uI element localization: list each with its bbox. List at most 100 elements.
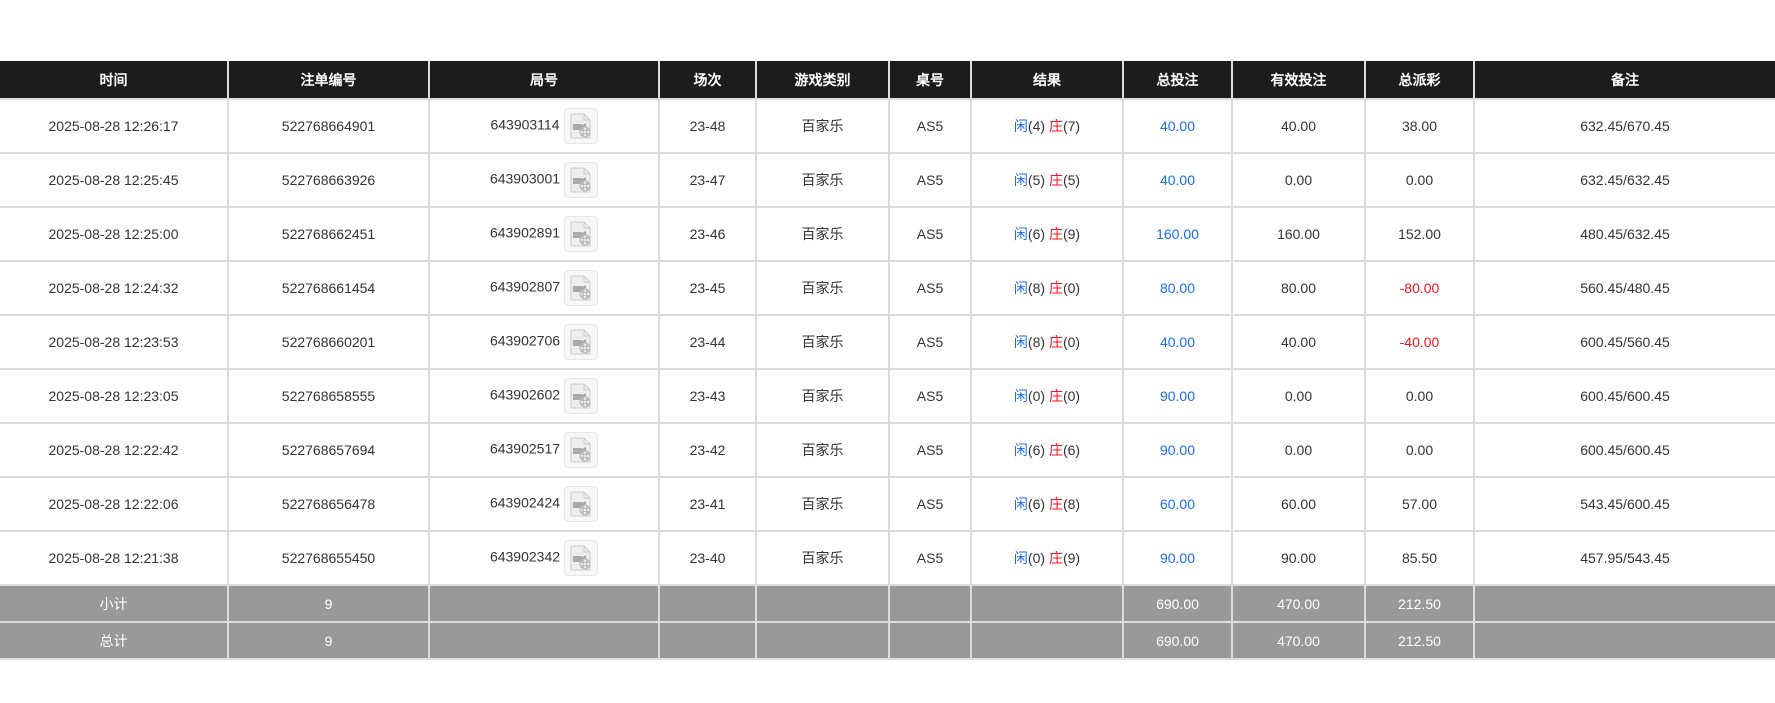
cell-round: 643902424 [428,476,660,532]
subtotal-valid-bet: 470.00 [1231,584,1366,623]
cell-session: 23-45 [658,260,757,316]
cell-total-bet[interactable]: 80.00 [1122,260,1233,316]
table-row: 2025-08-28 12:25:00 522768662451 643902891… [0,206,1775,262]
video-replay-icon[interactable] [564,378,599,414]
col-bet-id: 注单编号 [227,61,430,99]
col-round: 局号 [428,61,660,99]
cell-total-bet[interactable]: 90.00 [1122,368,1233,424]
cell-total-bet[interactable]: 90.00 [1122,530,1233,586]
cell-session: 23-42 [658,422,757,478]
cell-table: AS5 [888,530,972,586]
cell-note: 543.45/600.45 [1473,476,1775,532]
banker-score: (5) [1062,172,1081,188]
player-score: (8) [1027,280,1046,296]
cell-bet-id: 522768663926 [227,152,430,208]
cell-result: 闲(6) 庄(8) [970,476,1124,532]
cell-payout: 57.00 [1364,476,1475,532]
cell-total-bet[interactable]: 40.00 [1122,98,1233,154]
cell-result: 闲(0) 庄(0) [970,368,1124,424]
header-row: 时间 注单编号 局号 场次 游戏类别 桌号 结果 总投注 有效投注 总派彩 备注 [0,61,1775,99]
col-valid-bet: 有效投注 [1231,61,1366,99]
cell-session: 23-43 [658,368,757,424]
video-replay-icon[interactable] [564,270,599,306]
player-score: (0) [1027,388,1046,404]
col-game: 游戏类别 [755,61,890,99]
cell-note: 632.45/670.45 [1473,98,1775,154]
player-label: 闲 [1013,496,1028,512]
cell-round: 643902517 [428,422,660,478]
video-replay-icon[interactable] [564,432,599,468]
cell-bet-id: 522768660201 [227,314,430,370]
video-replay-icon[interactable] [564,486,599,522]
cell-game: 百家乐 [755,260,890,316]
banker-score: (9) [1062,226,1081,242]
cell-note: 457.95/543.45 [1473,530,1775,586]
banker-score: (8) [1062,496,1081,512]
cell-valid-bet: 90.00 [1231,530,1366,586]
cell-time: 2025-08-28 12:25:00 [0,206,229,262]
cell-bet-id: 522768656478 [227,476,430,532]
banker-label: 庄 [1048,226,1063,242]
video-replay-icon[interactable] [564,216,599,252]
cell-valid-bet: 0.00 [1231,152,1366,208]
cell-table: AS5 [888,152,972,208]
banker-label: 庄 [1048,280,1063,296]
round-number: 643902602 [489,386,561,403]
video-replay-icon[interactable] [564,162,599,198]
round-number: 643903114 [490,116,560,133]
player-label: 闲 [1013,280,1028,296]
col-total-bet: 总投注 [1122,61,1233,99]
col-result: 结果 [970,61,1124,99]
cell-game: 百家乐 [755,98,890,154]
cell-result: 闲(4) 庄(7) [970,98,1124,154]
cell-total-bet[interactable]: 90.00 [1122,422,1233,478]
cell-session: 23-40 [658,530,757,586]
cell-time: 2025-08-28 12:22:42 [0,422,229,478]
banker-score: (6) [1062,442,1081,458]
table-row: 2025-08-28 12:23:53 522768660201 643902706… [0,314,1775,370]
cell-note: 600.45/600.45 [1473,368,1775,424]
cell-total-bet[interactable]: 160.00 [1122,206,1233,262]
cell-bet-id: 522768664901 [227,98,430,154]
col-session: 场次 [658,61,757,99]
player-label: 闲 [1013,172,1028,188]
cell-round: 643903001 [428,152,660,208]
video-replay-icon[interactable] [564,540,599,576]
cell-round: 643902706 [428,314,660,370]
round-number: 643902517 [489,440,561,457]
subtotal-label: 小计 [0,584,229,623]
cell-total-bet[interactable]: 40.00 [1122,152,1233,208]
subtotal-row: 小计 9 690.00 470.00 212.50 [0,584,1775,623]
total-payout: 212.50 [1364,621,1475,660]
cell-payout: 85.50 [1364,530,1475,586]
cell-bet-id: 522768655450 [227,530,430,586]
cell-game: 百家乐 [755,206,890,262]
cell-game: 百家乐 [755,530,890,586]
video-replay-icon[interactable] [563,108,598,144]
banker-label: 庄 [1048,388,1063,404]
cell-round: 643903114 [428,98,660,154]
table-row: 2025-08-28 12:21:38 522768655450 643902342… [0,530,1775,586]
banker-label: 庄 [1048,118,1063,134]
cell-payout: 38.00 [1364,98,1475,154]
table-row: 2025-08-28 12:25:45 522768663926 643903001… [0,152,1775,208]
cell-total-bet[interactable]: 60.00 [1122,476,1233,532]
banker-label: 庄 [1048,334,1063,350]
cell-note: 600.45/600.45 [1473,422,1775,478]
cell-payout: 0.00 [1364,152,1475,208]
cell-valid-bet: 60.00 [1231,476,1366,532]
video-replay-icon[interactable] [564,324,599,360]
round-number: 643902891 [489,224,561,241]
cell-round: 643902807 [428,260,660,316]
cell-time: 2025-08-28 12:23:53 [0,314,229,370]
cell-session: 23-46 [658,206,757,262]
cell-table: AS5 [888,98,972,154]
cell-result: 闲(6) 庄(6) [970,422,1124,478]
round-number: 643902807 [489,278,561,295]
cell-total-bet[interactable]: 40.00 [1122,314,1233,370]
cell-table: AS5 [888,422,972,478]
cell-game: 百家乐 [755,422,890,478]
cell-payout: -80.00 [1364,260,1475,316]
subtotal-payout: 212.50 [1364,584,1475,623]
banker-label: 庄 [1048,172,1063,188]
